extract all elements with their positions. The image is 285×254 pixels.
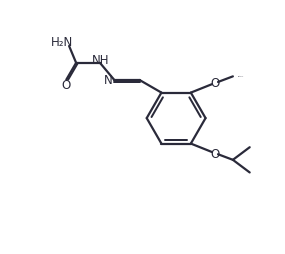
Text: N: N <box>104 74 113 87</box>
Text: O: O <box>211 77 220 90</box>
Text: O: O <box>61 79 70 92</box>
Text: NH: NH <box>92 54 109 67</box>
Text: H₂N: H₂N <box>51 36 73 49</box>
Text: O: O <box>211 147 220 160</box>
Text: methoxy: methoxy <box>238 75 244 76</box>
